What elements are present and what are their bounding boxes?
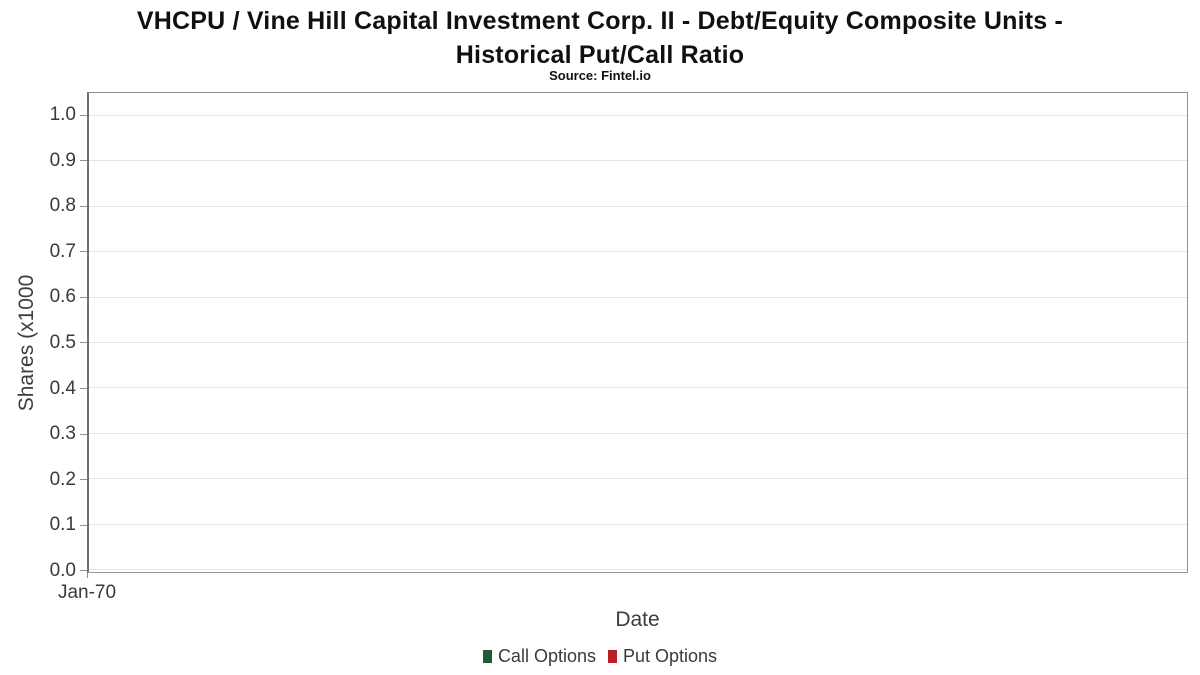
y-tick-mark bbox=[80, 205, 87, 207]
gridline bbox=[89, 296, 1187, 298]
y-tick-label: 0.1 bbox=[49, 514, 76, 536]
y-tick-mark bbox=[80, 433, 87, 435]
y-tick-label: 0.5 bbox=[49, 331, 76, 353]
y-tick: 0.2 bbox=[0, 468, 87, 490]
legend-item-call-options: Call Options bbox=[482, 646, 596, 667]
gridline bbox=[89, 387, 1187, 389]
gridline bbox=[89, 341, 1187, 343]
y-tick-mark bbox=[80, 114, 87, 116]
y-tick: 0.0 bbox=[0, 559, 87, 581]
x-tick-mark bbox=[87, 573, 88, 578]
y-tick-label: 1.0 bbox=[49, 104, 76, 125]
y-tick-label: 0.3 bbox=[49, 423, 76, 445]
chart-title-line-2: Historical Put/Call Ratio bbox=[455, 41, 745, 69]
y-tick: 0.6 bbox=[0, 287, 87, 307]
gridline bbox=[89, 205, 1187, 207]
gridline bbox=[89, 160, 1187, 162]
y-tick: 0.5 bbox=[0, 331, 87, 353]
x-tick-label: Jan-70 bbox=[57, 582, 117, 603]
y-tick-mark bbox=[80, 524, 87, 526]
y-tick: 0.8 bbox=[0, 196, 87, 216]
gridlines bbox=[89, 115, 1187, 570]
plot-area bbox=[87, 92, 1188, 573]
legend-item-put-options: Put Options bbox=[607, 646, 718, 667]
y-tick: 0.3 bbox=[0, 424, 87, 444]
legend: Call Options Put Options bbox=[0, 646, 1200, 667]
y-tick: 0.7 bbox=[0, 240, 87, 262]
y-tick-label: 0.0 bbox=[49, 559, 76, 581]
put-options-swatch-icon bbox=[607, 650, 617, 663]
chart-title: VHCPU / Vine Hill Capital Investment Cor… bbox=[0, 4, 1200, 72]
chart-subtitle: Source: Fintel.io bbox=[549, 68, 651, 83]
x-axis-label: Date bbox=[615, 608, 660, 631]
gridline bbox=[89, 251, 1187, 253]
y-tick-label: 0.6 bbox=[49, 286, 76, 308]
y-tick: 0.1 bbox=[0, 515, 87, 535]
y-tick-mark bbox=[80, 342, 87, 344]
y-tick-label: 0.4 bbox=[49, 377, 76, 399]
y-tick-mark bbox=[80, 570, 87, 572]
y-tick-mark bbox=[80, 251, 87, 253]
y-tick-label: 0.7 bbox=[49, 240, 76, 262]
y-tick-mark bbox=[80, 479, 87, 481]
y-axis-ticks: 1.0 0.9 0.8 0.7 0.6 0.5 0.4 0.3 bbox=[0, 105, 87, 581]
legend-label-call-options: Call Options bbox=[497, 646, 596, 666]
gridline bbox=[89, 523, 1187, 525]
gridline bbox=[89, 115, 1187, 116]
y-tick: 0.9 bbox=[0, 149, 87, 171]
y-tick-mark bbox=[80, 388, 87, 390]
gridline bbox=[89, 568, 1187, 570]
y-tick: 1.0 bbox=[0, 105, 87, 125]
y-tick-mark bbox=[80, 160, 87, 162]
y-tick-label: 0.2 bbox=[49, 468, 76, 490]
chart-title-line-1: VHCPU / Vine Hill Capital Investment Cor… bbox=[136, 7, 1064, 35]
y-tick-label: 0.8 bbox=[49, 195, 76, 217]
call-options-swatch-icon bbox=[482, 650, 492, 663]
y-tick-mark bbox=[80, 296, 87, 298]
y-tick: 0.4 bbox=[0, 377, 87, 399]
legend-label-put-options: Put Options bbox=[622, 646, 718, 666]
gridline bbox=[89, 478, 1187, 480]
y-tick-label: 0.9 bbox=[49, 149, 76, 171]
gridline bbox=[89, 432, 1187, 434]
